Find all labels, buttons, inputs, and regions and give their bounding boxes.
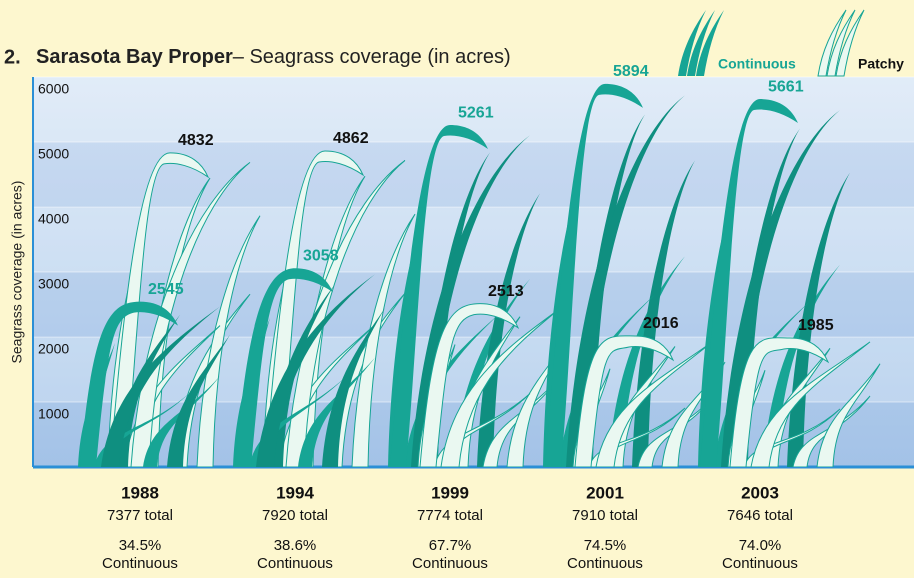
continuous-value-label: 2545	[148, 281, 184, 298]
continuous-seagrass	[78, 301, 230, 467]
share-label: 38.6%	[274, 537, 317, 554]
y-tick-label: 3000	[38, 276, 69, 292]
legend-icon	[817, 9, 847, 77]
blade	[661, 361, 726, 467]
year-label: 1994	[276, 483, 314, 502]
legend-icon	[826, 9, 856, 77]
legend-label: Continuous	[718, 56, 796, 72]
blade	[721, 110, 840, 467]
blade-curl	[545, 83, 643, 467]
subtitle: – Seagrass coverage (in acres)	[233, 46, 511, 68]
blade	[351, 213, 416, 467]
figure-number: 2.	[4, 46, 21, 68]
legend-item: Patchy	[817, 9, 904, 77]
blade	[94, 392, 190, 467]
y-tick-label: 6000	[38, 81, 69, 97]
blade	[143, 376, 220, 467]
share-label: 34.5%	[119, 537, 162, 554]
patchy-seagrass	[417, 303, 571, 467]
share-label: 67.7%	[429, 537, 472, 554]
blade-curl	[235, 268, 333, 467]
patchy-value-label: 1985	[798, 317, 834, 334]
blade	[130, 161, 251, 467]
patchy-value-label: 4832	[178, 132, 214, 149]
blade-curl	[390, 125, 488, 467]
blade	[322, 307, 385, 467]
chart-title: Sarasota Bay Proper– Seagrass coverage (…	[36, 46, 511, 68]
y-tick-label: 2000	[38, 341, 69, 357]
patchy-value-label: 2016	[643, 315, 679, 332]
blade	[298, 357, 375, 467]
y-tick-label: 1000	[38, 406, 69, 422]
year-label: 1999	[431, 483, 469, 502]
year-label: 2001	[586, 483, 624, 502]
share-caption: Continuous	[102, 555, 178, 572]
legend-icon	[678, 10, 706, 76]
total-label: 7920 total	[262, 507, 328, 524]
share-caption: Continuous	[567, 555, 643, 572]
marks	[78, 83, 881, 467]
total-label: 7910 total	[572, 507, 638, 524]
year-label: 1988	[121, 483, 159, 502]
y-tick-label: 4000	[38, 211, 69, 227]
blade-curl	[700, 99, 798, 467]
blade	[750, 341, 871, 467]
blade-curl	[80, 301, 178, 467]
total-label: 7646 total	[727, 507, 793, 524]
patchy-value-label: 4862	[333, 130, 369, 147]
continuous-value-label: 5661	[768, 78, 804, 95]
legend-icon	[687, 10, 715, 76]
share-caption: Continuous	[722, 555, 798, 572]
blade-curl	[419, 303, 520, 467]
legend-label: Patchy	[858, 56, 904, 72]
y-tick-label: 5000	[38, 146, 69, 162]
patchy-seagrass	[727, 337, 881, 467]
blade	[477, 193, 540, 467]
legend-item: Continuous	[678, 10, 796, 76]
patchy-value-label: 2513	[488, 283, 524, 300]
continuous-value-label: 5261	[458, 104, 494, 121]
blade-curl	[729, 337, 830, 467]
share-label: 74.0%	[739, 537, 782, 554]
y-axis-label: Seagrass coverage (in acres)	[9, 181, 25, 364]
blade	[566, 95, 685, 467]
share-caption: Continuous	[257, 555, 333, 572]
patchy-seagrass	[572, 335, 726, 467]
blade	[112, 314, 180, 467]
blade	[256, 274, 375, 467]
continuous-seagrass	[233, 268, 385, 467]
grid-band	[33, 142, 914, 207]
blade	[167, 334, 230, 467]
blade	[196, 215, 261, 467]
total-label: 7774 total	[417, 507, 483, 524]
blade	[101, 306, 220, 467]
title: Sarasota Bay Proper	[36, 46, 233, 68]
share-label: 74.5%	[584, 537, 627, 554]
blade	[816, 363, 881, 467]
year-label: 2003	[741, 483, 779, 502]
share-caption: Continuous	[412, 555, 488, 572]
legend-icon	[835, 9, 865, 77]
blade	[792, 395, 871, 467]
legend-icon	[696, 10, 724, 76]
blade-curl	[574, 335, 675, 467]
continuous-value-label: 3058	[303, 247, 339, 264]
continuous-value-label: 5894	[613, 63, 649, 80]
total-label: 7377 total	[107, 507, 173, 524]
